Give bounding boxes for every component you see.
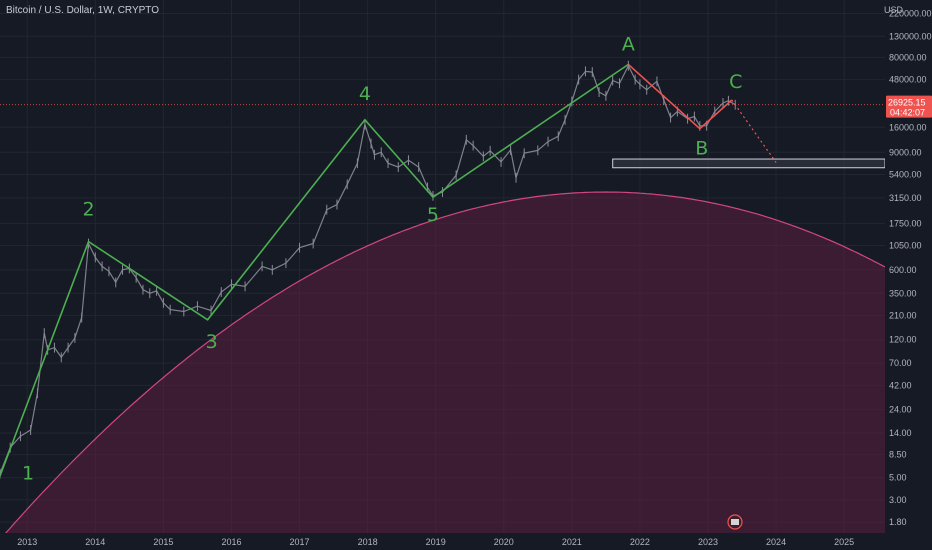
y-tick-label: 14.00 [889,428,912,438]
impulse-wave-line [0,63,629,477]
x-tick-label: 2024 [766,537,786,547]
y-tick-label: 3.00 [889,495,907,505]
target-zone [612,158,886,169]
arc-outline [0,191,886,541]
y-tick-label: 1750.00 [889,218,922,228]
y-tick-label: 48000.00 [889,75,927,85]
y-tick-label: 8.50 [889,450,907,460]
x-tick-label: 2021 [562,537,582,547]
arc-curve [0,191,886,541]
price-line-series [0,64,736,474]
target-zone-rect [612,158,886,169]
wave-lines [0,63,777,477]
y-tick-label: 24.00 [889,405,912,415]
y-tick-label: 210.00 [889,310,917,320]
y-tick-label: 9000.00 [889,147,922,157]
wave-labels: 1 2 3 4 5 A B C [22,33,743,484]
x-tick-label: 2013 [17,537,37,547]
price-badge-countdown: 04:42:07 [890,108,925,118]
event-marker-inner [731,519,739,525]
x-tick-label: 2020 [494,537,514,547]
x-tick-label: 2017 [290,537,310,547]
y-tick-label: 16000.00 [889,122,927,132]
x-tick-label: 2022 [630,537,650,547]
x-tick-label: 2015 [153,537,173,547]
price-badge-value: 26925.15 [888,98,926,108]
x-tick-label: 2016 [221,537,241,547]
x-axis-panel [0,533,932,550]
arc-fill [0,192,885,540]
wave-label-4: 4 [359,83,371,105]
x-tick-label: 2025 [834,537,854,547]
y-tick-label: 70.00 [889,358,912,368]
wave-label-c: C [729,71,742,93]
y-tick-label: 130000.00 [889,31,932,41]
price-badge-box [886,95,932,118]
wave-label-5: 5 [427,204,439,226]
y-tick-label: 80000.00 [889,52,927,62]
currency-label: USD [883,5,903,15]
y-tick-label: 5.00 [889,473,907,483]
x-tick-label: 2019 [426,537,446,547]
y-tick-label: 42.00 [889,380,912,390]
y-axis-panel [885,0,932,550]
y-tick-label: 120.00 [889,335,917,345]
x-tick-label: 2023 [698,537,718,547]
correction-a-b-line [627,63,701,130]
chart-title: Bitcoin / U.S. Dollar, 1W, CRYPTO [6,5,160,16]
y-tick-label: 5400.00 [889,169,922,179]
wave-label-2: 2 [82,199,94,221]
y-tick-label: 220000.00 [889,8,932,18]
correction-b-c-line [699,99,733,130]
wave-label-a: A [622,33,635,55]
chart-marker-icon [727,514,743,530]
y-tick-label: 1.80 [889,517,907,527]
y-tick-label: 3150.00 [889,193,922,203]
projection-line [731,99,777,163]
x-tick-label: 2018 [358,537,378,547]
wave-label-3: 3 [206,331,218,353]
x-tick-label: 2014 [85,537,105,547]
y-tick-label: 600.00 [889,265,917,275]
y-tick-label: 1050.00 [889,241,922,251]
y-tick-label: 350.00 [889,288,917,298]
wave-label-b: B [695,138,708,160]
wave-label-1: 1 [22,463,34,485]
